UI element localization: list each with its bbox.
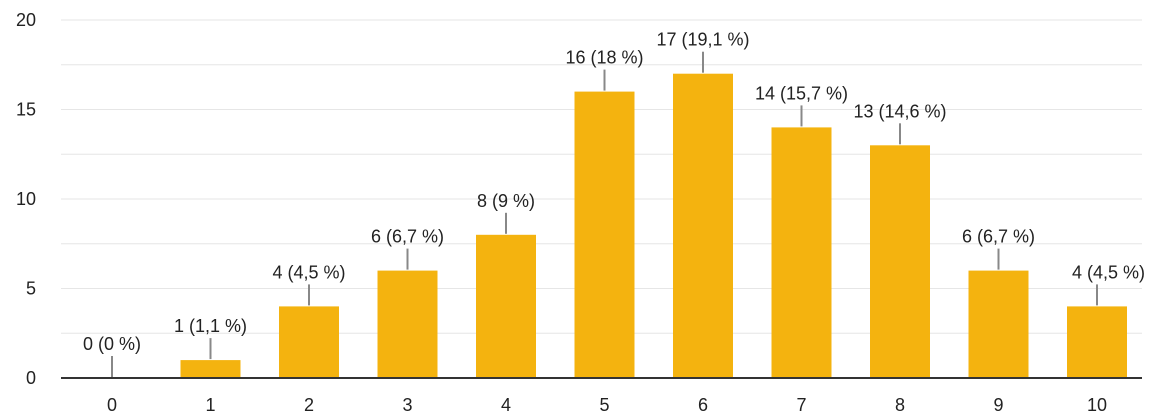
bar: [1067, 306, 1127, 378]
data-label: 13 (14,6 %): [853, 101, 946, 121]
y-tick-label: 5: [26, 279, 36, 299]
data-label: 0 (0 %): [83, 334, 141, 354]
bar: [180, 360, 241, 378]
x-tick-label: 6: [698, 395, 708, 415]
x-tick-label: 8: [895, 395, 905, 415]
data-label: 6 (6,7 %): [962, 227, 1035, 247]
data-label: 4 (4,5 %): [1072, 262, 1145, 282]
y-tick-label: 10: [16, 189, 36, 209]
x-tick-label: 9: [993, 395, 1003, 415]
y-tick-label: 0: [26, 368, 36, 388]
bar: [574, 91, 635, 378]
bar: [968, 270, 1029, 378]
x-tick-label: 0: [107, 395, 117, 415]
x-axis-ticks: 0 1 2 3 4 5 6 7 8 9 10: [107, 395, 1107, 415]
data-label: 8 (9 %): [477, 191, 535, 211]
y-tick-label: 20: [16, 10, 36, 30]
x-tick-label: 7: [796, 395, 806, 415]
data-label: 4 (4,5 %): [272, 262, 345, 282]
bar: [279, 306, 339, 378]
x-tick-label: 4: [501, 395, 511, 415]
bar: [377, 270, 438, 378]
data-label: 14 (15,7 %): [755, 83, 848, 103]
data-label: 6 (6,7 %): [371, 227, 444, 247]
bar: [673, 73, 733, 378]
y-axis-ticks: 0 5 10 15 20: [16, 10, 36, 388]
bar: [476, 234, 536, 378]
x-tick-label: 5: [599, 395, 609, 415]
data-label: 17 (19,1 %): [656, 30, 749, 50]
x-tick-label: 2: [304, 395, 314, 415]
y-tick-label: 15: [16, 100, 36, 120]
x-tick-label: 10: [1087, 395, 1107, 415]
x-tick-label: 3: [402, 395, 412, 415]
x-tick-label: 1: [205, 395, 215, 415]
bar: [870, 145, 930, 378]
data-label: 16 (18 %): [565, 48, 643, 68]
data-label: 1 (1,1 %): [174, 316, 247, 336]
data-labels: 0 (0 %) 1 (1,1 %) 4 (4,5 %) 6 (6,7 %) 8 (9 %…: [83, 30, 1145, 377]
bars: [180, 73, 1127, 379]
bar: [771, 127, 832, 379]
